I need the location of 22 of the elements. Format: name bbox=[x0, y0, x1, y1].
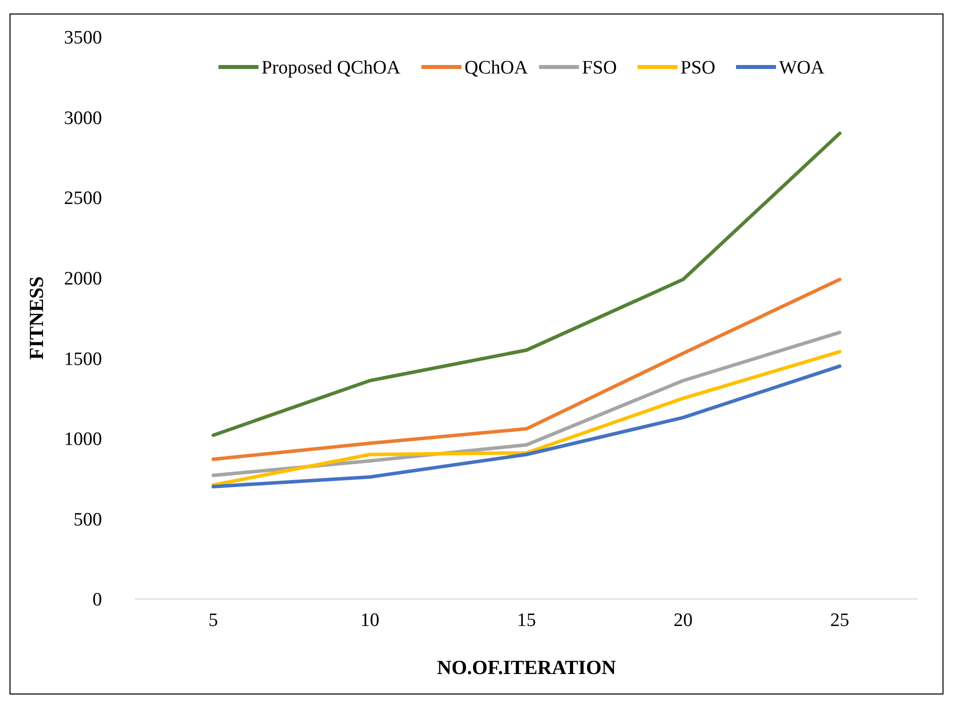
legend-label: PSO bbox=[680, 58, 716, 79]
legend-label: FSO bbox=[582, 58, 617, 79]
x-tick-label: 25 bbox=[830, 610, 850, 631]
legend-label: WOA bbox=[779, 58, 825, 79]
legend-label: QChOA bbox=[464, 58, 528, 79]
x-axis-title: NO.OF.ITERATION bbox=[437, 657, 617, 679]
y-tick-label: 3500 bbox=[64, 28, 102, 49]
y-tick-label: 1500 bbox=[64, 348, 102, 370]
y-tick-label: 2500 bbox=[64, 188, 102, 210]
y-tick-label: 1000 bbox=[64, 429, 102, 450]
line-series bbox=[212, 132, 842, 437]
x-tick-label: 20 bbox=[674, 610, 693, 631]
y-tick-label: 3000 bbox=[64, 108, 102, 129]
y-tick-label: 0 bbox=[92, 590, 102, 611]
x-tick-label: 15 bbox=[517, 610, 536, 631]
legend-label: Proposed QChOA bbox=[262, 58, 401, 79]
line-series bbox=[212, 278, 842, 462]
y-tick-label: 500 bbox=[74, 509, 102, 530]
x-tick-label: 5 bbox=[208, 610, 218, 631]
y-axis-title: FITNESS bbox=[26, 276, 48, 360]
y-tick-label: 2000 bbox=[64, 268, 102, 290]
x-tick-label: 10 bbox=[360, 610, 380, 631]
